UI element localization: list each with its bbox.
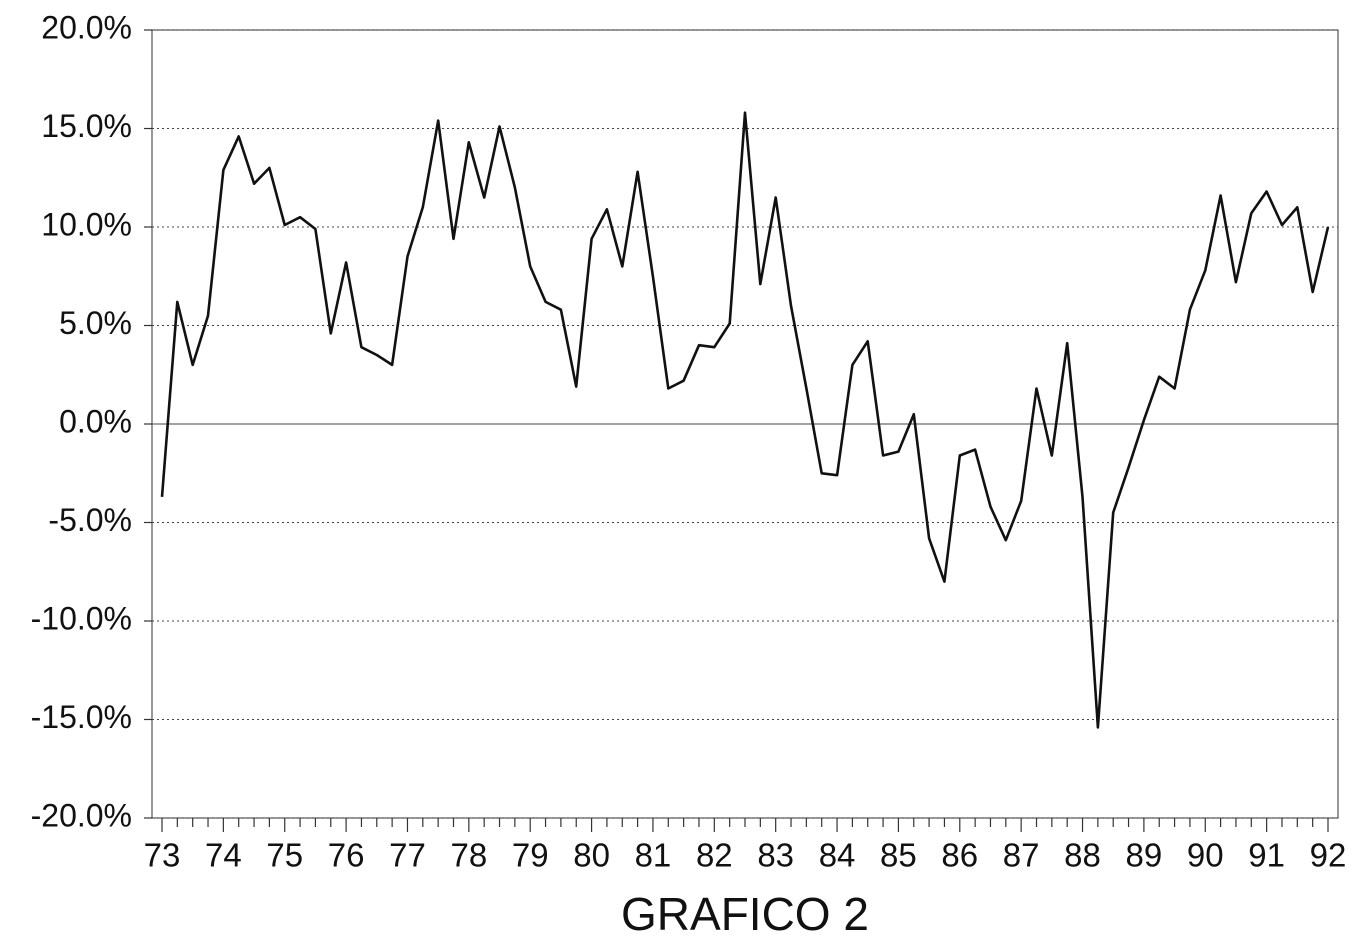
- x-tick-label: 80: [573, 837, 610, 874]
- x-tick-label: 84: [819, 837, 856, 874]
- x-tick-label: 76: [328, 837, 365, 874]
- x-tick-label: 82: [696, 837, 733, 874]
- x-tick-label: 81: [635, 837, 672, 874]
- x-tick-label: 79: [512, 837, 549, 874]
- x-tick-label: 73: [144, 837, 181, 874]
- x-tick-label: 83: [757, 837, 794, 874]
- chart-title: GRAFICO 2: [621, 888, 869, 940]
- y-tick-label: 10.0%: [41, 206, 132, 242]
- x-tick-label: 90: [1187, 837, 1224, 874]
- y-tick-label: -15.0%: [31, 699, 132, 735]
- x-tick-label: 77: [389, 837, 426, 874]
- y-tick-label: 15.0%: [41, 108, 132, 144]
- y-tick-label: -5.0%: [48, 502, 132, 538]
- x-tick-label: 75: [266, 837, 303, 874]
- data-line: [160, 111, 1330, 729]
- y-tick-label: 5.0%: [59, 305, 132, 341]
- x-tick-label: 85: [880, 837, 917, 874]
- x-tick-label: 88: [1064, 837, 1101, 874]
- y-tick-label: -20.0%: [31, 797, 132, 833]
- x-tick-label: 86: [941, 837, 978, 874]
- x-tick-label: 78: [450, 837, 487, 874]
- y-tick-label: -10.0%: [31, 600, 132, 636]
- y-tick-label: 20.0%: [41, 9, 132, 45]
- x-tick-label: 92: [1310, 837, 1347, 874]
- y-tick-label: 0.0%: [59, 403, 132, 439]
- x-tick-label: 89: [1126, 837, 1163, 874]
- x-tick-label: 74: [205, 837, 242, 874]
- x-tick-label: 87: [1003, 837, 1040, 874]
- x-tick-label: 91: [1248, 837, 1285, 874]
